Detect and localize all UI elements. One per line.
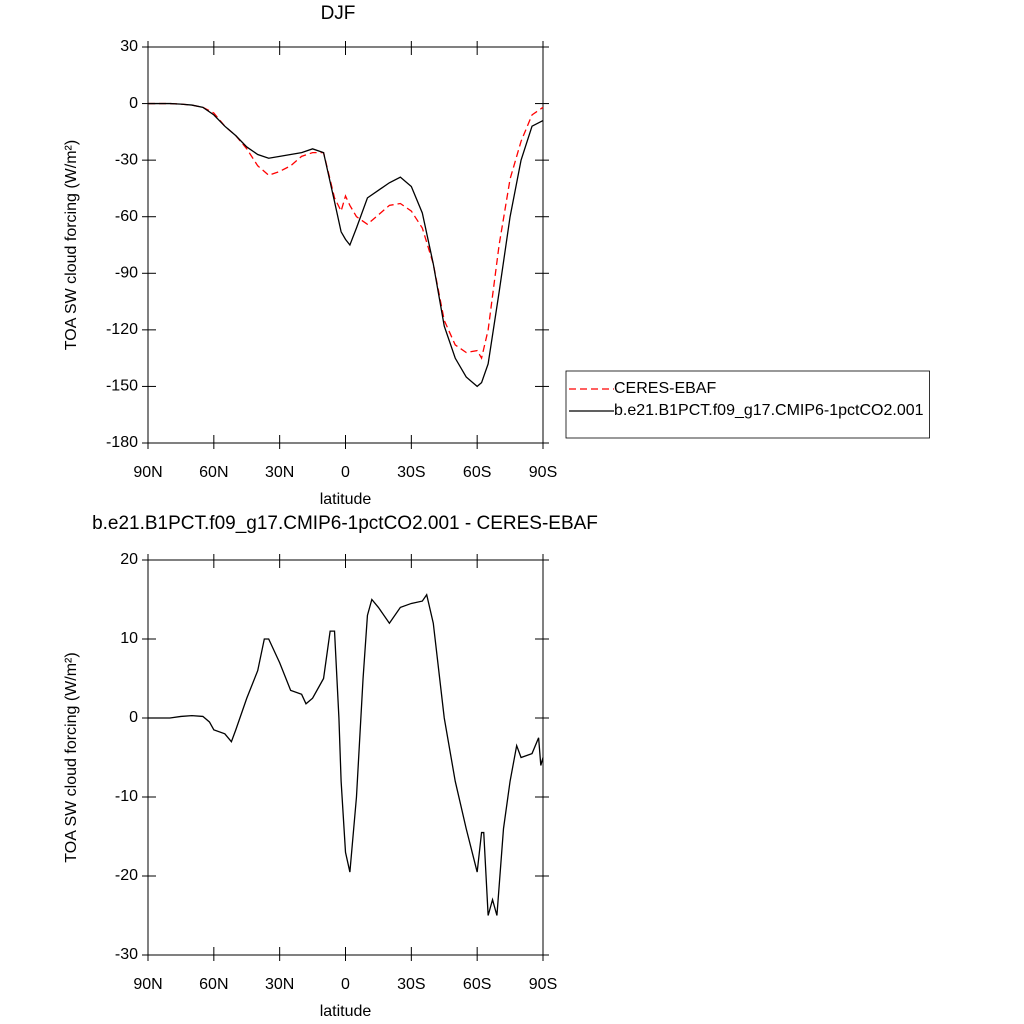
- y-tick-label: -30: [115, 946, 138, 963]
- x-tick-label: 90N: [133, 976, 162, 993]
- data-line: [148, 102, 544, 360]
- x-axis-label: latitude: [320, 491, 372, 508]
- x-tick-label: 60S: [463, 464, 491, 481]
- legend-box: [565, 370, 930, 439]
- y-tick-label: -90: [115, 265, 138, 282]
- data-line: [148, 593, 544, 916]
- y-tick-label: 30: [120, 38, 138, 55]
- x-axis-label: latitude: [320, 1003, 372, 1020]
- x-tick-label: 90S: [529, 464, 557, 481]
- y-tick-label: -10: [115, 788, 138, 805]
- legend-label: b.e21.B1PCT.f09_g17.CMIP6-1pctCO2.001: [614, 402, 924, 419]
- y-tick-label: 10: [120, 630, 138, 647]
- x-tick-label: 30S: [397, 976, 425, 993]
- y-tick-label: 0: [129, 709, 138, 726]
- x-tick-label: 30N: [265, 976, 294, 993]
- plot-frame: [147, 559, 544, 956]
- chart-title: b.e21.B1PCT.f09_g17.CMIP6-1pctCO2.001 - …: [92, 513, 598, 534]
- x-tick-label: 90S: [529, 976, 557, 993]
- x-tick-label: 90N: [133, 464, 162, 481]
- y-tick-label: 0: [129, 95, 138, 112]
- x-tick-label: 0: [341, 464, 350, 481]
- y-tick-label: 20: [120, 551, 138, 568]
- x-tick-label: 0: [341, 976, 350, 993]
- x-tick-label: 30N: [265, 464, 294, 481]
- x-tick-label: 60N: [199, 464, 228, 481]
- x-tick-label: 60S: [463, 976, 491, 993]
- plot-frame: [147, 46, 544, 444]
- x-tick-label: 30S: [397, 464, 425, 481]
- y-axis-label: TOA SW cloud forcing (W/m²): [63, 140, 80, 350]
- chart-title: DJF: [321, 3, 356, 24]
- data-line: [148, 102, 544, 388]
- legend-label: CERES-EBAF: [614, 380, 716, 397]
- legend: CERES-EBAF b.e21.B1PCT.f09_g17.CMIP6-1pct…: [565, 370, 930, 439]
- y-tick-label: -150: [106, 378, 138, 395]
- y-tick-label: -30: [115, 151, 138, 168]
- y-tick-label: -120: [106, 321, 138, 338]
- y-axis-label: TOA SW cloud forcing (W/m²): [63, 652, 80, 862]
- y-tick-label: -20: [115, 867, 138, 884]
- y-tick-label: -180: [106, 434, 138, 451]
- y-tick-label: -60: [115, 208, 138, 225]
- x-tick-label: 60N: [199, 976, 228, 993]
